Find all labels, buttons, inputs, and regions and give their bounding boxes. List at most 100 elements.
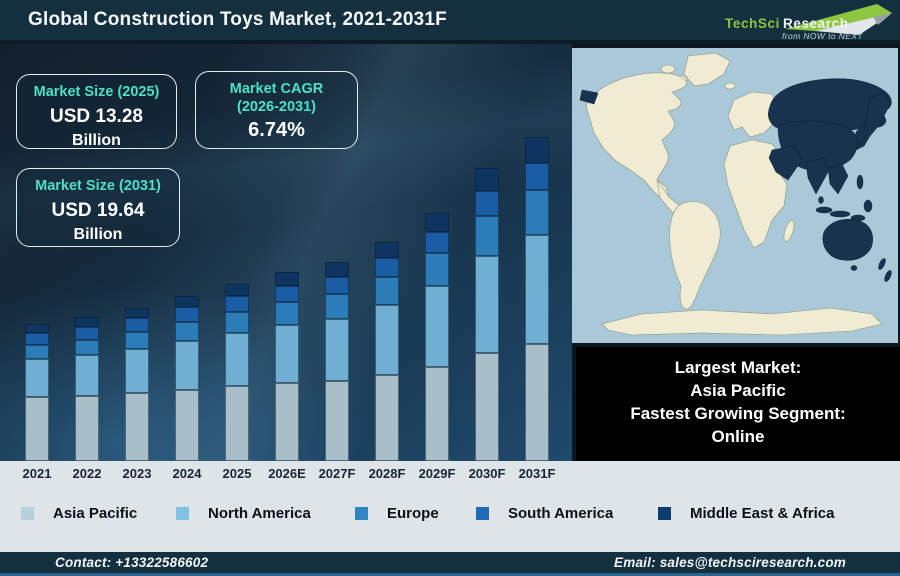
bar-segment (425, 367, 449, 461)
bar-segment (275, 383, 299, 461)
bar-segment (475, 256, 499, 353)
bar-segment (175, 390, 199, 461)
bar-segment (525, 235, 549, 344)
map-south-america (669, 201, 721, 310)
bar-segment (225, 284, 249, 296)
map-madagascar (783, 220, 795, 242)
bar-segment (375, 277, 399, 305)
axis-label: 2021 (22, 466, 52, 481)
bar-segment (375, 242, 399, 258)
bar-segment (25, 324, 49, 333)
bar-segment (125, 308, 149, 318)
bar-segment (375, 305, 399, 375)
callout-line: Asia Pacific (690, 381, 786, 400)
legend-swatch-icon (21, 506, 34, 520)
logo-brand-primary: TechSci (725, 16, 780, 31)
bottom-strip: 2021 2022 2023 2024 2025 2026E 2027F 2028F 2029F… (0, 461, 900, 552)
logo-brand-secondary: Research (782, 16, 849, 31)
legend-label: Europe (387, 504, 439, 522)
stat-heading: Market CAGR (229, 81, 324, 97)
bar-segment (375, 375, 399, 461)
legend-swatch-icon (355, 506, 368, 520)
bar-segment (475, 353, 499, 461)
bar-segment (325, 319, 349, 381)
legend-label: South America (508, 504, 614, 522)
map-india (805, 157, 829, 195)
legend-item: North America (176, 505, 311, 522)
map-europe (727, 91, 777, 138)
map-arabia (768, 145, 803, 181)
bar-segment (475, 191, 499, 216)
techsci-logo: TechSci Research from NOW to NEXT (705, 1, 897, 43)
axis-label: 2030F (468, 466, 506, 481)
axis-label: 2029F (418, 466, 456, 481)
axis-label: 2031F (518, 466, 556, 481)
bar-segment (125, 349, 149, 393)
axis-label: 2022 (72, 466, 102, 481)
callout-line: Largest Market: (674, 358, 802, 377)
footer-bar: Contact: +13322586602 Email: sales@techs… (0, 552, 900, 576)
map-greenland (683, 52, 731, 87)
bar-segment (175, 322, 199, 341)
footer-email: Email: sales@techsciresearch.com (614, 555, 846, 570)
market-callout-box: Largest Market: Asia Pacific Fastest Gro… (576, 347, 900, 461)
stat-unit: Billion (73, 226, 123, 243)
stacked-bar-chart (0, 44, 572, 461)
bar-segment (325, 294, 349, 319)
axis-label: 2024 (172, 466, 202, 481)
stat-unit: Billion (72, 132, 121, 149)
bar-segment (175, 341, 199, 390)
page-title: Global Construction Toys Market, 2021-20… (28, 9, 447, 30)
bar-segment (175, 296, 199, 307)
bar-segment (25, 359, 49, 397)
map-north-america (585, 72, 687, 200)
legend-swatch-icon (658, 506, 671, 520)
bar-segment (475, 216, 499, 256)
legend-item: South America (476, 504, 614, 522)
bar-segment (325, 381, 349, 461)
bar-segment (225, 333, 249, 386)
stacked-bar-2023 (125, 308, 149, 461)
bar-segment (425, 213, 449, 232)
logo-wordmark: TechSci Research (725, 16, 849, 31)
world-map (572, 48, 898, 343)
stat-heading: Market Size (2031) (35, 178, 161, 194)
stacked-bar-2026E (275, 272, 299, 461)
map-africa (723, 139, 788, 249)
stat-box-market-size-2025: Market Size (2025) USD 13.28 Billion (16, 74, 177, 149)
bar-segment (425, 253, 449, 286)
stacked-bar-2027F (325, 262, 349, 461)
stacked-bar-2029F (425, 213, 449, 461)
bar-segment (75, 396, 99, 461)
bar-segment (75, 327, 99, 340)
stacked-bar-2031F (525, 137, 549, 461)
bar-segment (25, 345, 49, 359)
bar-segment (475, 168, 499, 191)
map-antarctica (601, 307, 883, 336)
axis-label: 2023 (122, 466, 152, 481)
map-new-zealand (878, 258, 886, 270)
bar-segment (125, 332, 149, 349)
bar-segment (425, 232, 449, 253)
map-chukotka (579, 89, 599, 105)
axis-label: 2028F (368, 466, 406, 481)
stacked-bar-2022 (75, 317, 99, 461)
stat-subheading: (2026-2031) (237, 99, 316, 115)
stacked-bar-2028F (375, 242, 399, 461)
stat-value: USD 19.64 (51, 200, 145, 221)
bar-segment (275, 325, 299, 383)
legend-item: Middle East & Africa (658, 504, 835, 522)
bar-segment (25, 333, 49, 345)
bar-segment (225, 386, 249, 461)
legend-swatch-icon (476, 506, 489, 520)
legend-label: Asia Pacific (53, 504, 138, 522)
map-australia (822, 219, 873, 261)
stat-box-market-size-2031: Market Size (2031) USD 19.64 Billion (16, 168, 180, 247)
map-panel: Largest Market: Asia Pacific Fastest Gro… (572, 44, 900, 461)
bar-segment (75, 317, 99, 327)
legend-swatch-icon (176, 506, 189, 520)
legend-label: Middle East & Africa (690, 504, 835, 522)
logo-tagline: from NOW to NEXT (781, 31, 863, 41)
header-bar: Global Construction Toys Market, 2021-20… (0, 0, 900, 44)
